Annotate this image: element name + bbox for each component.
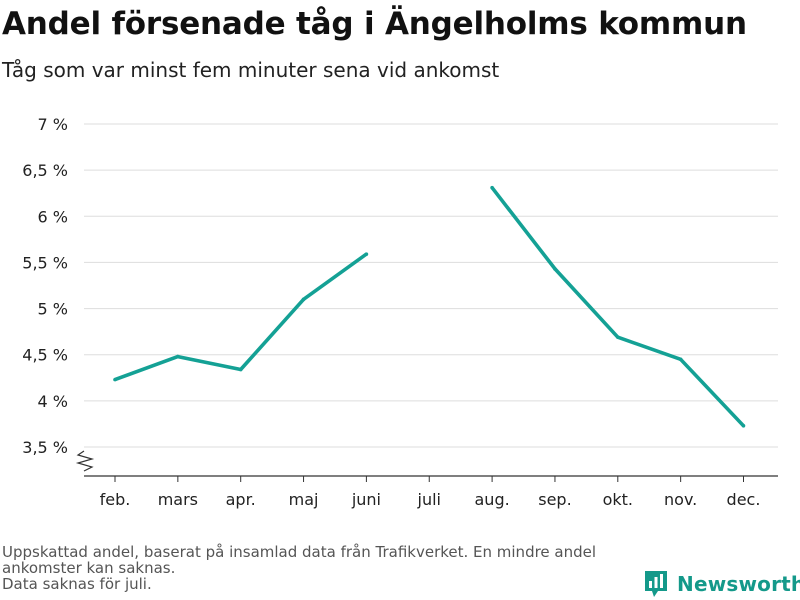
data-point <box>364 252 369 256</box>
x-axis-tick-labels: feb. mars apr. maj juni juli aug. sep. okt. nov. d… <box>100 490 761 509</box>
data-point <box>616 335 620 339</box>
series-line-segment <box>114 252 368 382</box>
y-axis-tick-labels: 3,5 % 4 % 4,5 % 5 % 5,5 % 6 % 6,5 % 7 % <box>22 115 68 457</box>
y-tick-label: 4 % <box>38 392 68 411</box>
newsworthy-logo-icon <box>645 571 667 597</box>
y-tick-label: 5,5 % <box>22 253 68 272</box>
brand-logo: Newsworthy <box>643 569 800 599</box>
x-tick-label: nov. <box>664 490 697 509</box>
series-line-segment <box>490 186 745 428</box>
gridlines <box>84 123 778 448</box>
brand-name: Newsworthy <box>677 572 800 596</box>
x-tick-label: feb. <box>100 490 131 509</box>
series-lines <box>113 185 746 428</box>
x-tick-label: aug. <box>475 490 510 509</box>
y-tick-label: 6 % <box>38 207 68 226</box>
footnote: Uppskattad andel, baserat på insamlad da… <box>2 544 642 592</box>
data-point <box>741 423 746 428</box>
chart-title: Andel försenade tåg i Ängelholms kommun <box>2 6 747 42</box>
axis-break-icon <box>75 450 95 472</box>
line-chart: 3,5 % 4 % 4,5 % 5 % 5,5 % 6 % 6,5 % 7 % feb. mar… <box>22 115 778 509</box>
y-tick-label: 4,5 % <box>22 346 68 365</box>
x-axis <box>75 450 778 482</box>
data-point <box>176 354 180 359</box>
chart-subtitle: Tåg som var minst fem minuter sena vid a… <box>2 58 500 82</box>
data-point <box>553 267 557 271</box>
data-point <box>490 185 494 190</box>
y-tick-label: 5 % <box>38 300 68 319</box>
x-tick-label: okt. <box>603 490 633 509</box>
y-tick-label: 6,5 % <box>22 161 68 180</box>
x-tick-label: apr. <box>226 490 256 509</box>
x-tick-label: sep. <box>538 490 571 509</box>
data-point <box>301 297 306 302</box>
y-tick-label: 3,5 % <box>22 438 68 457</box>
footnote-missing-data: Data saknas för juli. <box>2 575 152 593</box>
data-point <box>678 357 683 362</box>
x-tick-label: juli <box>417 490 441 509</box>
data-point <box>238 367 243 372</box>
x-tick-label: maj <box>289 490 319 509</box>
data-point <box>113 377 117 382</box>
footnote-source: Uppskattad andel, baserat på insamlad da… <box>2 543 597 577</box>
x-tick-label: mars <box>158 490 198 509</box>
y-tick-label: 7 % <box>38 115 68 134</box>
x-tick-label: dec. <box>727 490 761 509</box>
x-tick-label: juni <box>351 490 381 509</box>
